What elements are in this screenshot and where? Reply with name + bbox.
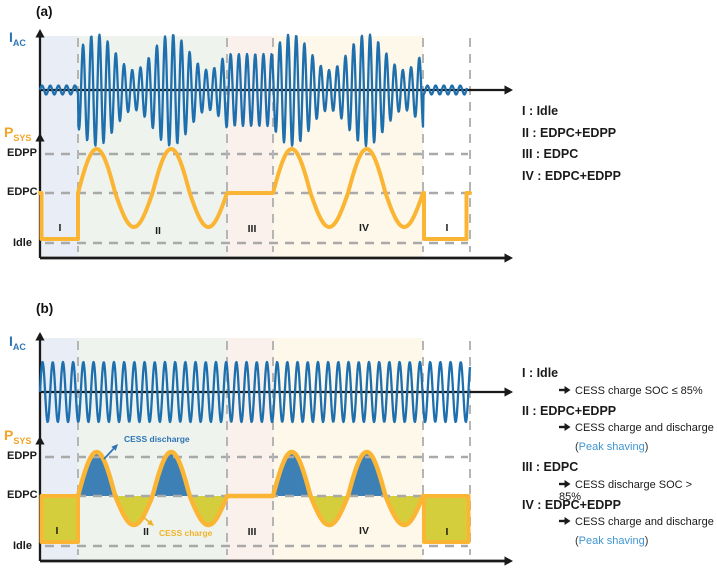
region-tint — [40, 36, 78, 257]
idle-rect-outline — [422, 494, 471, 544]
region-label: IV — [359, 525, 369, 537]
legend-sub-item: CESS charge and discharge — [522, 422, 717, 441]
legend-item: I : Idle — [522, 104, 559, 118]
region-label: IV — [359, 222, 369, 234]
legend-item: IV : EDPC+EDPP — [522, 497, 621, 512]
region-label: I — [445, 222, 449, 234]
legend-sub-item: CESS discharge SOC > 85% — [559, 478, 693, 503]
legend-item: III : EDPC — [522, 459, 579, 474]
legend-item: II : EDPC+EDPP — [522, 403, 617, 418]
legend-note: (Peak shaving) — [575, 441, 649, 454]
legend-sub-item: CESS charge and discharge — [522, 516, 717, 535]
cess-discharge-area — [273, 452, 311, 496]
panel-a-psys-label: PSYS — [4, 124, 32, 143]
arrow-right-icon — [559, 423, 571, 432]
cess-charge-annotation: CESS charge — [159, 528, 213, 538]
psys-curve — [75, 449, 426, 528]
region-label: I — [445, 526, 449, 538]
legend-sub-item: CESS charge SOC ≤ 85% — [522, 385, 717, 404]
region-label: III — [247, 526, 257, 538]
cess-charge-area — [115, 496, 153, 525]
idle-charge-area — [41, 496, 78, 542]
region-label: I — [58, 222, 62, 234]
panel-b-psys-label: PSYS — [4, 427, 32, 446]
panel-b-tag: (b) — [36, 301, 54, 316]
cess-charge-area — [385, 496, 423, 525]
arrow-right-icon — [559, 479, 571, 488]
panel-b-level-idle: Idle — [13, 540, 32, 552]
panel-a-legend: I : Idle II : EDPC+EDPP III : EDPC IV : … — [522, 104, 621, 190]
arrow-right-icon — [559, 517, 571, 526]
panel-b-iac-label: IAC — [9, 333, 26, 352]
panel-a-level-edpc: EDPC — [7, 186, 38, 198]
panel-a-level-edpp: EDPP — [7, 147, 37, 159]
iac-waveform — [38, 33, 469, 148]
legend-item: II : EDPC+EDPP — [522, 125, 617, 140]
cess-discharge-area — [78, 452, 116, 496]
idle-rect-outline — [39, 494, 80, 544]
cess-discharge-area — [152, 452, 190, 496]
legend-note: (Peak shaving) — [575, 535, 649, 548]
cess-charge-area — [189, 496, 227, 525]
panel-a-level-idle: Idle — [13, 237, 32, 249]
legend-item: IV : EDPC+EDPP — [522, 168, 621, 183]
psys-curve — [38, 147, 472, 241]
legend-item: III : EDPC — [522, 147, 579, 161]
region-label: III — [247, 223, 257, 235]
iac-waveform — [38, 360, 472, 424]
panel-a-iac-label: IAC — [9, 29, 26, 48]
cess-discharge-annotation: CESS discharge — [124, 434, 190, 444]
panel-b-level-edpp: EDPP — [7, 450, 37, 462]
cess-discharge-area — [348, 452, 386, 496]
arrow-right-icon — [559, 385, 571, 394]
panel-b-legend: I : Idle CESS charge SOC ≤ 85% II : EDPC… — [522, 366, 717, 554]
region-label: I — [55, 525, 59, 537]
idle-charge-area — [424, 496, 469, 542]
panel-b-level-edpc: EDPC — [7, 489, 38, 501]
panel-a-tag: (a) — [36, 4, 53, 19]
region-label: II — [155, 225, 161, 237]
cess-charge-area — [310, 496, 348, 525]
region-label: II — [143, 526, 149, 538]
legend-item: I : Idle — [522, 366, 559, 380]
